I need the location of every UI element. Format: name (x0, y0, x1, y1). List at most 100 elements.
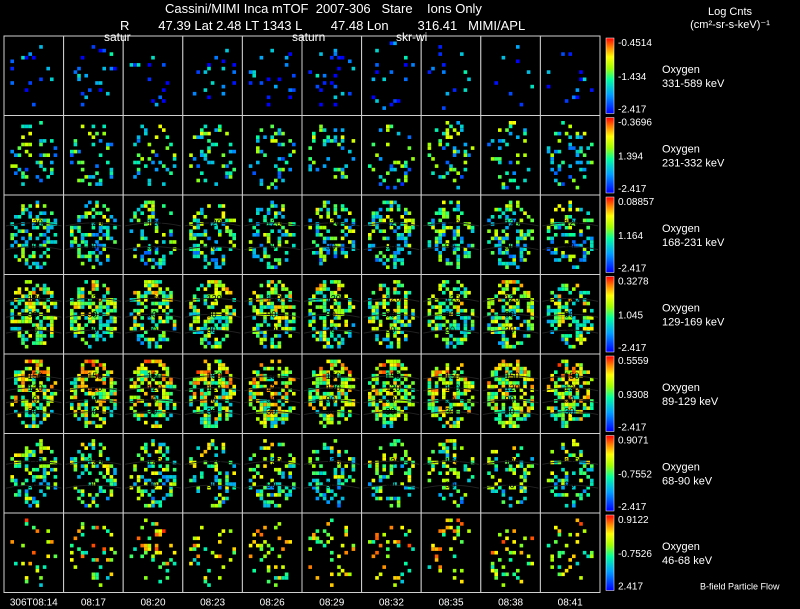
count-pixel (165, 135, 170, 139)
count-pixel (281, 471, 285, 475)
count-pixel (568, 222, 572, 226)
count-pixel (136, 366, 141, 371)
count-pixel (24, 294, 29, 298)
count-pixel (32, 413, 36, 418)
count-pixel (129, 229, 134, 233)
count-pixel (228, 305, 233, 309)
count-pixel (158, 579, 162, 584)
count-pixel (228, 381, 233, 385)
count-pixel (165, 561, 170, 566)
count-pixel (389, 471, 394, 475)
count-pixel (248, 395, 253, 400)
count-pixel (445, 464, 450, 468)
count-pixel (586, 290, 590, 295)
count-pixel (106, 464, 110, 468)
count-pixel (586, 493, 590, 497)
count-pixel (256, 233, 260, 237)
count-pixel (519, 489, 524, 493)
count-pixel (501, 489, 506, 493)
count-pixel (572, 439, 576, 443)
count-pixel (136, 413, 141, 418)
colorbar-max: 0.9122 (618, 515, 649, 526)
count-pixel (568, 395, 572, 400)
count-pixel (270, 478, 274, 483)
pitch-label: 120 (28, 293, 43, 303)
count-pixel (523, 128, 527, 132)
count-pixel (88, 301, 92, 306)
count-pixel (203, 229, 208, 233)
count-pixel (221, 565, 226, 569)
count-pixel (42, 287, 47, 291)
count-pixel (144, 330, 148, 334)
count-pixel (228, 171, 233, 175)
count-pixel (192, 305, 197, 309)
count-pixel (147, 215, 152, 219)
count-pixel (133, 290, 137, 295)
count-pixel (557, 308, 562, 313)
count-pixel (315, 251, 320, 255)
count-pixel (35, 308, 40, 313)
count-pixel (470, 146, 475, 150)
count-pixel (162, 384, 166, 389)
count-pixel (24, 359, 29, 364)
count-pixel (266, 503, 271, 508)
count-pixel (438, 547, 442, 551)
pitch-contour (423, 222, 479, 227)
count-pixel (207, 442, 211, 447)
count-pixel (53, 482, 58, 486)
count-pixel (434, 236, 439, 241)
count-pixel (312, 160, 316, 165)
count-pixel (371, 312, 376, 316)
count-pixel (505, 294, 509, 298)
count-pixel (333, 337, 338, 342)
count-pixel (490, 326, 495, 331)
count-pixel (378, 215, 383, 219)
count-pixel (17, 373, 22, 378)
count-pixel (133, 254, 137, 259)
count-pixel (21, 229, 25, 233)
count-pixel (129, 399, 134, 403)
count-pixel (162, 475, 166, 479)
count-pixel (165, 402, 170, 407)
count-pixel (333, 308, 338, 313)
pitch-contour (125, 375, 181, 380)
count-pixel (564, 301, 569, 306)
count-pixel (519, 236, 524, 241)
count-pixel (322, 493, 327, 497)
count-pixel (523, 381, 527, 385)
count-pixel (378, 363, 383, 367)
count-pixel (582, 175, 587, 179)
count-pixel (530, 464, 534, 468)
count-pixel (427, 146, 432, 150)
count-pixel (445, 305, 450, 309)
count-pixel (277, 493, 282, 497)
count-pixel (319, 124, 323, 129)
count-pixel (526, 373, 531, 378)
count-pixel (80, 240, 85, 244)
count-pixel (330, 236, 334, 241)
count-pixel (248, 478, 253, 483)
count-pixel (344, 550, 348, 555)
count-pixel (386, 330, 390, 334)
count-pixel (98, 460, 103, 465)
count-pixel (154, 290, 159, 295)
count-pixel (519, 247, 524, 251)
count-pixel (192, 243, 197, 248)
count-pixel (102, 547, 106, 551)
count-pixel (80, 522, 85, 526)
count-pixel (32, 384, 36, 389)
count-pixel (91, 233, 96, 237)
count-pixel (225, 485, 229, 490)
pitch-label: 90 (564, 480, 574, 490)
count-pixel (568, 323, 572, 327)
count-pixel (467, 467, 471, 472)
count-pixel (404, 312, 408, 316)
count-pixel (189, 222, 193, 226)
count-pixel (73, 413, 78, 418)
count-pixel (98, 377, 103, 382)
count-pixel (438, 218, 442, 223)
count-pixel (526, 294, 531, 298)
count-pixel (106, 254, 110, 259)
pitch-contour (5, 329, 62, 334)
